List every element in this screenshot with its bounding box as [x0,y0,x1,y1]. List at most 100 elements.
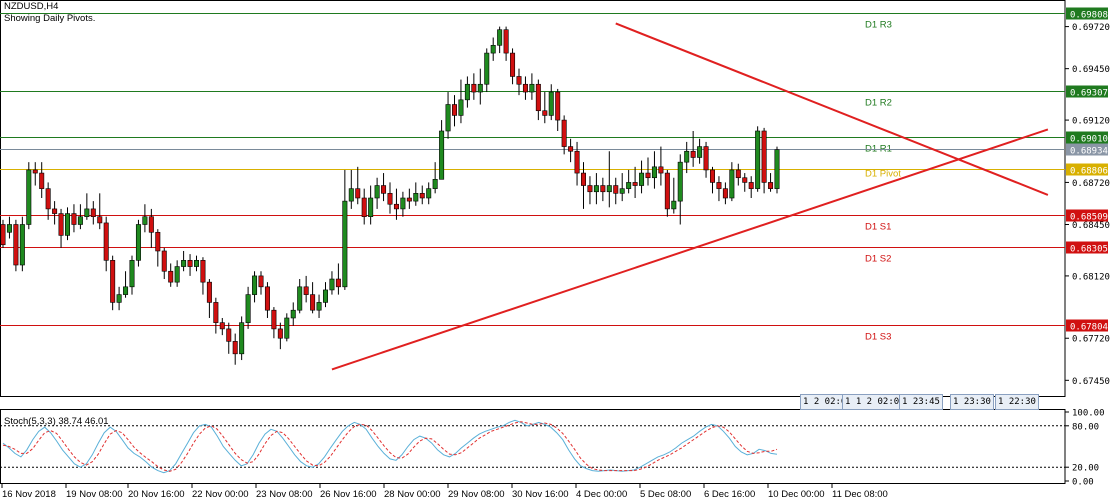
candle [426,182,432,205]
candle [690,130,696,167]
candle-body [516,76,522,85]
candle-body [400,197,406,210]
candle-body [187,260,193,267]
candle-body [148,216,154,233]
candle-body [123,286,129,295]
candle-body [774,149,780,189]
candle [335,263,341,295]
candle [458,79,464,124]
candle-body [232,341,238,355]
candle-body [484,52,490,85]
stoch-main-line [2,419,778,474]
timebox-3[interactable]: 1 23:45 [899,394,943,410]
candle [97,193,103,230]
price-tick-label-6: 0.67720 [1072,335,1110,345]
timebox-2[interactable]: 1 1 2 02:00 [842,394,908,410]
candle [316,294,322,318]
candle-body [639,172,645,186]
candle [522,76,528,100]
candle [0,219,6,248]
candle-body [303,286,309,295]
candle-body [535,83,541,112]
candle-body [194,260,200,267]
candle [213,297,219,334]
candle [464,76,470,108]
time-label-3: 22 Nov 00:00 [192,489,249,500]
candle-body [419,193,425,199]
candle [529,73,535,100]
candle [239,316,245,361]
candle-body [39,172,45,189]
candle [516,68,522,96]
candle-body [387,193,393,205]
candle [619,173,625,202]
candle [393,188,399,220]
candle-body [555,91,561,121]
candle-body [374,185,380,199]
candle [90,201,96,225]
candle-body [329,278,335,291]
candle [593,173,599,205]
chart-header: NZDUSD,H4 Showing Daily Pivots. [4,1,95,25]
indicator-note: Showing Daily Pivots. [4,13,96,24]
candle-body [13,224,19,266]
candle-body [322,289,328,303]
candle [400,191,406,217]
candle [471,73,477,100]
candle-body [90,208,96,217]
candle-body [348,188,354,202]
candle-body [361,197,367,217]
candle [645,157,651,186]
candle [142,204,148,233]
candle-body [626,182,632,189]
candle-body [0,224,6,246]
candle [32,162,38,186]
candle [245,286,251,329]
candle [413,182,419,206]
candle-body [690,150,696,158]
timebox-5[interactable]: 1 22:30 [995,394,1039,410]
candle-body [52,208,58,214]
candle [497,26,503,54]
timebox-1[interactable]: 1 2 02:00 [800,394,855,410]
candle [252,271,258,303]
candle [264,282,270,318]
candle-body [658,166,664,174]
stoch-label: Stoch(5,3,3) 38.74 46.01 [4,416,109,427]
candle [432,162,438,194]
stoch-tick-label-1: 80.00 [1072,422,1099,432]
pivot-label-1: D1 R2 [865,98,892,109]
stoch-tick-label-0: 100.00 [1072,409,1105,419]
candle-body [426,188,432,199]
candle [277,322,283,350]
candle-body [103,222,109,261]
pivot-tag-text-4: 0.68509 [1070,213,1108,223]
candle-body [77,216,83,225]
candle [322,282,328,308]
candle-body [490,44,496,54]
candle [755,126,761,192]
candle [232,333,238,365]
candle-body [277,328,283,339]
candle-body [471,83,477,93]
candle [548,84,554,121]
candle [368,185,374,225]
candle [490,37,496,61]
timebox-4[interactable]: 1 23:30 [950,394,994,410]
price-tick-label-2: 0.69120 [1072,117,1110,127]
candle [703,141,709,178]
candle-body [413,193,419,202]
candle-body [664,172,670,210]
candle-body [97,216,103,224]
candle [568,138,574,163]
candle-body [142,216,148,225]
pivot-tag-6 [1066,319,1108,332]
candle-body [574,150,580,174]
candle [355,166,361,205]
pivot-tag-2 [1066,131,1108,144]
pivot-tag-3 [1066,163,1108,176]
candle [374,177,380,209]
candle [419,185,425,205]
candle [722,182,728,205]
candle [19,216,25,272]
